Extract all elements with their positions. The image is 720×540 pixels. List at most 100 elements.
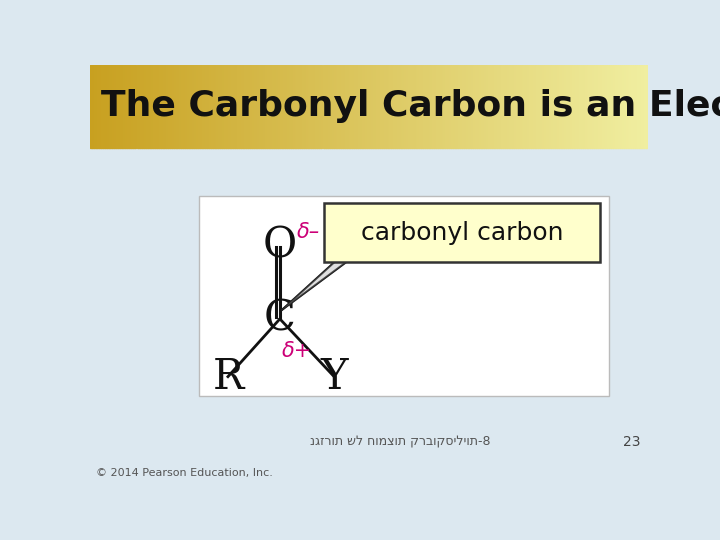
Bar: [477, 65, 479, 148]
Bar: [601, 65, 603, 148]
Bar: [547, 65, 549, 148]
Bar: [235, 65, 237, 148]
Text: R: R: [212, 356, 243, 397]
Text: 23: 23: [623, 435, 640, 449]
Bar: [613, 65, 615, 148]
Bar: [271, 65, 272, 148]
Bar: [138, 65, 140, 148]
Bar: [490, 65, 492, 148]
Bar: [347, 65, 348, 148]
Bar: [624, 65, 626, 148]
Bar: [92, 65, 94, 148]
Bar: [609, 65, 611, 148]
Bar: [140, 65, 142, 148]
Bar: [354, 65, 356, 148]
Bar: [239, 65, 240, 148]
Bar: [579, 65, 581, 148]
Bar: [339, 65, 341, 148]
Bar: [380, 65, 382, 148]
Bar: [434, 65, 436, 148]
Bar: [523, 65, 526, 148]
Bar: [615, 65, 616, 148]
Bar: [371, 65, 373, 148]
Bar: [616, 65, 618, 148]
Bar: [330, 65, 332, 148]
Bar: [566, 65, 568, 148]
Bar: [172, 65, 174, 148]
Bar: [444, 65, 445, 148]
Bar: [418, 65, 419, 148]
Bar: [244, 65, 246, 148]
Bar: [324, 65, 326, 148]
Bar: [269, 65, 271, 148]
Bar: [151, 65, 153, 148]
Bar: [150, 65, 151, 148]
Bar: [199, 65, 202, 148]
Bar: [328, 65, 330, 148]
Bar: [588, 65, 590, 148]
Bar: [336, 65, 338, 148]
Bar: [300, 65, 302, 148]
Bar: [90, 65, 92, 148]
Bar: [323, 65, 324, 148]
Bar: [481, 65, 482, 148]
Bar: [469, 65, 472, 148]
Bar: [176, 65, 177, 148]
Bar: [486, 65, 488, 148]
Bar: [494, 65, 495, 148]
Bar: [132, 65, 135, 148]
Bar: [432, 65, 434, 148]
Bar: [285, 65, 287, 148]
Bar: [204, 65, 205, 148]
Bar: [361, 65, 364, 148]
Bar: [194, 65, 196, 148]
Text: The Carbonyl Carbon is an Electrophile: The Carbonyl Carbon is an Electrophile: [101, 90, 720, 123]
Bar: [205, 65, 207, 148]
Bar: [402, 65, 405, 148]
Bar: [405, 65, 406, 148]
Bar: [568, 65, 570, 148]
Bar: [641, 65, 642, 148]
Bar: [365, 65, 367, 148]
Bar: [552, 65, 553, 148]
Bar: [593, 65, 594, 148]
Bar: [356, 65, 358, 148]
Bar: [207, 65, 209, 148]
Bar: [393, 65, 395, 148]
Bar: [564, 65, 566, 148]
Text: δ–: δ–: [297, 222, 320, 242]
Bar: [499, 65, 501, 148]
Bar: [96, 65, 97, 148]
Bar: [120, 65, 122, 148]
Bar: [395, 65, 397, 148]
Bar: [508, 65, 510, 148]
Bar: [639, 65, 641, 148]
Text: O: O: [263, 225, 297, 267]
Bar: [202, 65, 204, 148]
Bar: [585, 65, 587, 148]
Bar: [266, 65, 269, 148]
Bar: [378, 65, 380, 148]
Bar: [512, 65, 514, 148]
Bar: [103, 65, 105, 148]
Bar: [400, 65, 402, 148]
Bar: [352, 65, 354, 148]
Bar: [382, 65, 384, 148]
Bar: [237, 65, 239, 148]
Bar: [231, 65, 233, 148]
Bar: [498, 65, 499, 148]
Bar: [291, 65, 293, 148]
Bar: [367, 65, 369, 148]
Bar: [505, 65, 507, 148]
Bar: [410, 65, 412, 148]
Bar: [384, 65, 386, 148]
Bar: [174, 65, 176, 148]
Bar: [572, 65, 574, 148]
Bar: [459, 65, 460, 148]
Bar: [485, 65, 486, 148]
Bar: [559, 65, 561, 148]
Bar: [531, 65, 533, 148]
Bar: [534, 65, 536, 148]
Bar: [306, 65, 307, 148]
FancyBboxPatch shape: [324, 204, 600, 262]
